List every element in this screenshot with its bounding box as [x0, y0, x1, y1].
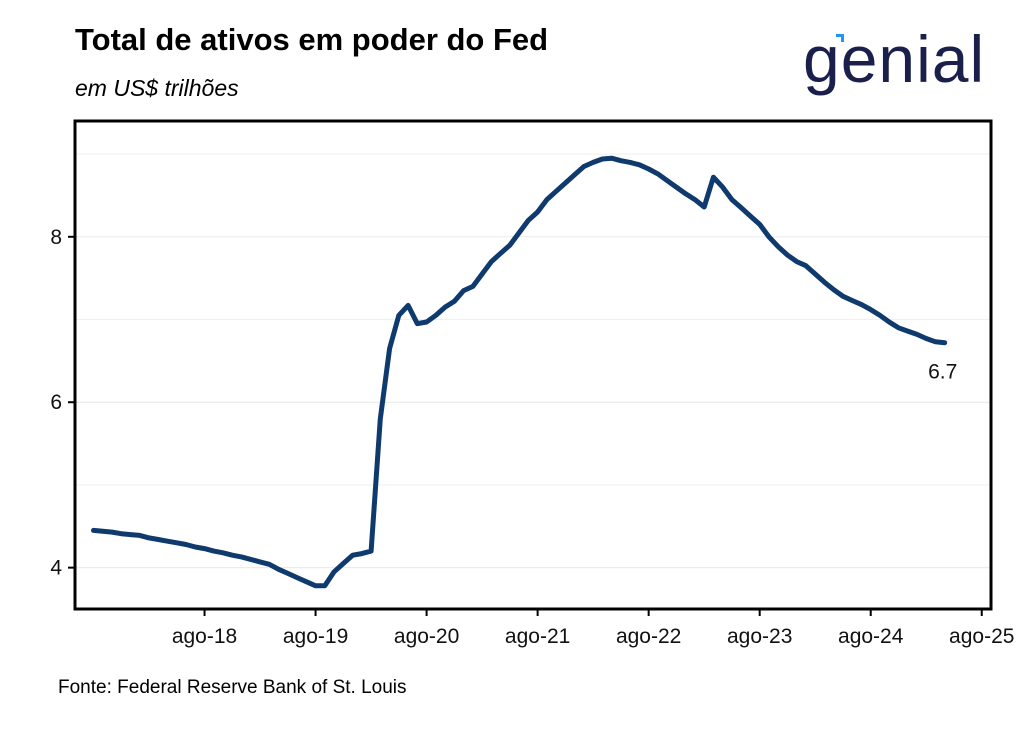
end-value-label: 6.7	[928, 361, 957, 384]
chart-subtitle: em US$ trilhões	[75, 75, 239, 101]
logo-text: genial	[803, 22, 985, 96]
x-tick-label: ago-23	[727, 625, 792, 648]
x-tick-label: ago-18	[172, 625, 237, 648]
ticks-layer: 4 6 8 ago-18 ago-19 ago-20 ago-21 ago-22 ago-23 a…	[50, 226, 1014, 648]
chart-title: Total de ativos em poder do Fed	[75, 22, 549, 57]
x-tick-label: ago-20	[394, 625, 459, 648]
x-tick-label: ago-25	[949, 625, 1014, 648]
x-tick-label: ago-21	[505, 625, 570, 648]
y-tick-label: 6	[50, 391, 62, 414]
logo-accent-mark-stem	[841, 34, 844, 42]
y-tick-label: 8	[50, 226, 62, 249]
y-tick-label: 4	[50, 557, 62, 580]
x-tick-label: ago-19	[283, 625, 348, 648]
plot-frame	[73, 119, 993, 611]
grid-layer	[75, 153, 991, 569]
x-tick-label: ago-24	[838, 625, 904, 648]
genial-logo: genial	[803, 22, 985, 96]
x-tick-label: ago-22	[616, 625, 681, 648]
source-note: Fonte: Federal Reserve Bank of St. Louis	[58, 677, 407, 698]
series-line-total-assets	[91, 155, 948, 589]
logo-accent-mark	[836, 34, 844, 37]
